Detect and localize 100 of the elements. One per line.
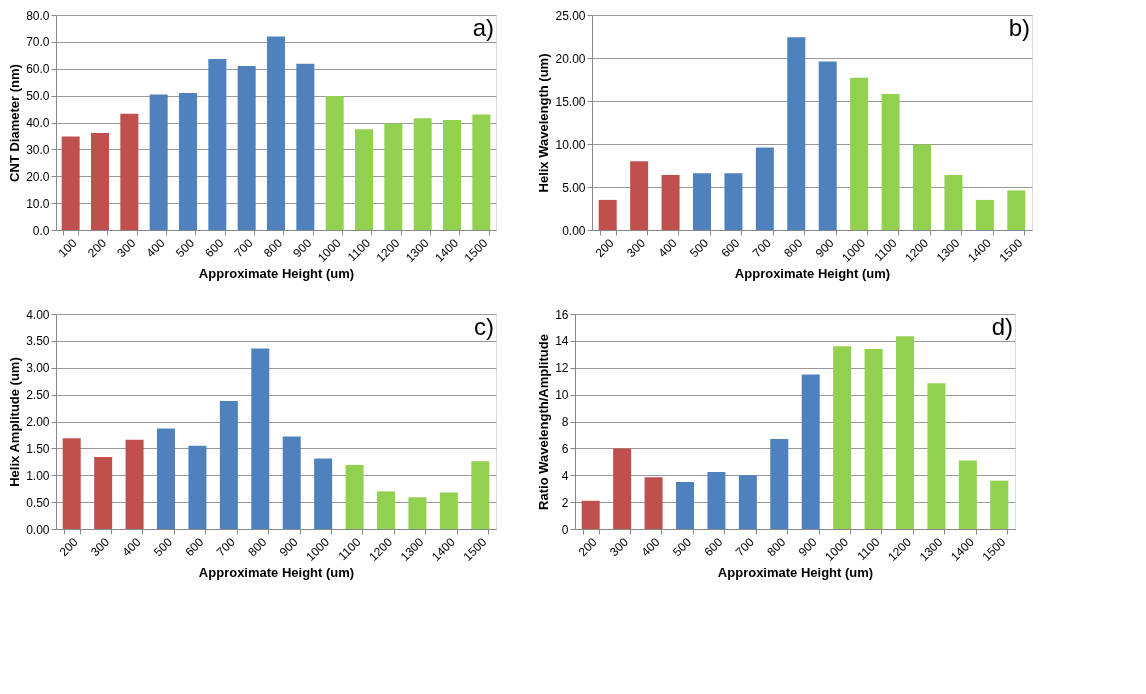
y-tick-label: 16: [555, 307, 569, 322]
x-tick-label: 100: [55, 235, 80, 261]
y-tick-label: 20.00: [555, 51, 586, 66]
bar: [149, 94, 168, 230]
x-tick-label: 600: [701, 534, 726, 560]
y-tick-label: 0.0: [32, 223, 50, 238]
x-tick-label: 900: [812, 235, 837, 261]
x-tick-label: 400: [655, 235, 680, 261]
bar: [94, 456, 113, 529]
y-tick-label: 0.00: [26, 522, 50, 537]
x-tick-label: 500: [172, 235, 198, 261]
bar: [990, 480, 1009, 529]
bar: [471, 461, 490, 529]
bar: [179, 92, 197, 230]
y-tick-label: 25.00: [555, 8, 586, 23]
y-tick-label: 30.0: [26, 142, 50, 157]
y-tick-label: 80.0: [26, 8, 50, 23]
bar: [237, 66, 256, 230]
annotation: b): [1008, 14, 1030, 41]
annotation: d): [991, 313, 1013, 340]
x-tick-label: 900: [795, 534, 820, 560]
y-axis-title: CNT Diameter (nm): [7, 64, 23, 182]
bar: [787, 37, 806, 230]
x-axis-title: Approximate Height (um): [717, 565, 874, 581]
bar: [384, 123, 403, 230]
y-tick-label: 4: [561, 468, 569, 483]
bar: [443, 120, 461, 230]
bar: [413, 118, 432, 230]
bar: [896, 336, 914, 529]
bar: [738, 475, 757, 529]
x-tick-label: 900: [276, 534, 301, 560]
bar: [314, 458, 333, 529]
x-tick-label: 600: [718, 235, 743, 261]
x-tick-label: 300: [607, 534, 632, 560]
x-tick-label: 700: [732, 534, 758, 560]
bar: [644, 477, 663, 529]
bar: [408, 497, 427, 529]
y-tick-label: 3.00: [26, 361, 50, 376]
bar: [864, 348, 883, 529]
x-tick-label: 300: [88, 534, 113, 560]
x-tick-label: 500: [669, 534, 695, 560]
annotation: a): [472, 14, 494, 41]
bar: [755, 147, 774, 230]
x-tick-label: 800: [764, 534, 789, 560]
x-tick-label: 400: [638, 534, 663, 560]
y-tick-label: 1.00: [26, 468, 50, 483]
bar: [325, 95, 344, 230]
bar: [296, 63, 315, 230]
x-axis-title: Approximate Height (um): [198, 266, 355, 282]
bar: [188, 445, 207, 529]
bar: [125, 439, 144, 529]
bar: [801, 374, 820, 529]
y-tick-label: 2: [561, 495, 569, 510]
x-tick-label: 300: [624, 235, 649, 261]
y-tick-label: 40.0: [26, 116, 50, 130]
y-tick-label: 50.0: [26, 89, 50, 104]
x-tick-label: 200: [84, 235, 110, 261]
bar: [707, 471, 726, 529]
y-tick-label: 15.00: [555, 94, 586, 109]
y-tick-label: 60.0: [26, 62, 50, 77]
y-tick-label: 6: [561, 441, 569, 456]
bar: [944, 174, 963, 230]
y-tick-label: 8: [561, 415, 569, 429]
bar: [581, 500, 600, 529]
bar: [439, 492, 458, 529]
y-tick-label: 1.50: [26, 441, 50, 456]
y-tick-label: 4.00: [26, 307, 50, 322]
x-tick-label: 800: [260, 235, 286, 261]
bar: [219, 401, 238, 529]
x-tick-label: 700: [213, 534, 239, 560]
y-tick-label: 14: [555, 334, 569, 349]
bar: [770, 438, 789, 529]
y-tick-label: 2.50: [26, 388, 50, 403]
bar: [91, 132, 109, 230]
bar: [61, 136, 80, 230]
y-axis-title: Helix Amplitude (um): [7, 357, 23, 487]
x-tick-label: 400: [143, 235, 168, 261]
y-axis-title: Helix Wavelength (um): [536, 53, 552, 193]
x-axis-title: Approximate Height (um): [198, 565, 355, 581]
x-tick-label: 800: [781, 235, 806, 261]
bar: [472, 114, 491, 230]
bar: [355, 129, 373, 230]
bar: [377, 491, 395, 529]
bar: [833, 346, 852, 529]
bar: [208, 59, 227, 230]
bar: [282, 436, 301, 529]
x-tick-label: 400: [119, 534, 144, 560]
bar: [630, 161, 649, 230]
bar: [818, 61, 837, 230]
x-tick-label: 900: [290, 235, 315, 261]
x-tick-label: 300: [114, 235, 139, 261]
y-axis-title: Ratio Wavelength/Amplitude: [536, 334, 552, 510]
x-tick-label: 600: [202, 235, 227, 261]
y-tick-label: 12: [555, 361, 569, 376]
bar: [267, 36, 285, 230]
bar: [724, 173, 743, 230]
x-axis-title: Approximate Height (um): [734, 266, 891, 282]
x-tick-label: 500: [150, 534, 176, 560]
bar: [975, 199, 994, 230]
bar: [850, 77, 869, 230]
